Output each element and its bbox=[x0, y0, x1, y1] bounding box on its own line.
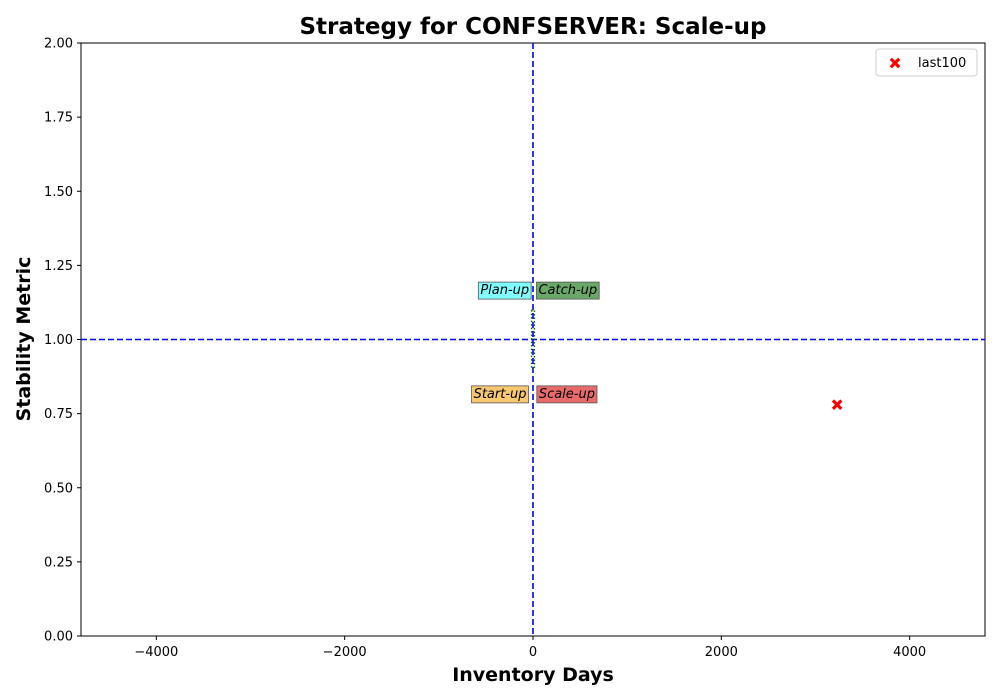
y-tick-label: 1.00 bbox=[44, 333, 73, 348]
data-point bbox=[831, 399, 843, 411]
quadrant-label: Plan-up bbox=[480, 283, 529, 298]
quadrant-label: Start-up bbox=[474, 387, 527, 402]
y-tick-label: 2.00 bbox=[44, 37, 73, 52]
x-tick-label: 4000 bbox=[893, 645, 926, 660]
y-tick-label: 0.25 bbox=[44, 555, 73, 570]
y-tick-label: 1.50 bbox=[44, 185, 73, 200]
y-tick-label: 1.25 bbox=[44, 259, 73, 274]
legend-box bbox=[875, 48, 978, 77]
quadrant-label-box bbox=[536, 281, 600, 300]
center-region-box bbox=[530, 309, 536, 370]
y-tick-label: 0.00 bbox=[44, 630, 73, 645]
quadrant-label: Catch-up bbox=[538, 283, 597, 298]
quadrant-label-box bbox=[471, 385, 529, 404]
y-axis-label: Stability Metric bbox=[13, 257, 35, 422]
x-tick-label: 0 bbox=[529, 645, 537, 660]
x-axis-label: Inventory Days bbox=[452, 664, 614, 686]
x-tick-label: 2000 bbox=[705, 645, 738, 660]
x-tick-label: −2000 bbox=[323, 645, 367, 660]
y-tick-label: 0.75 bbox=[44, 407, 73, 422]
quadrant-label-box bbox=[477, 281, 532, 300]
x-tick-label: −4000 bbox=[134, 645, 178, 660]
y-tick-label: 0.50 bbox=[44, 481, 73, 496]
chart-title: Strategy for CONFSERVER: Scale-up bbox=[299, 14, 766, 40]
quadrant-label: Scale-up bbox=[539, 387, 595, 402]
legend-marker bbox=[889, 57, 901, 69]
y-tick-label: 1.75 bbox=[44, 111, 73, 126]
plot-area: −4000 −2000 0 2000 4000 0.00 0.25 0.50 0.75 1.00 1… bbox=[44, 37, 986, 660]
legend-label: last100 bbox=[918, 56, 966, 71]
quadrant-label-box bbox=[536, 385, 598, 404]
